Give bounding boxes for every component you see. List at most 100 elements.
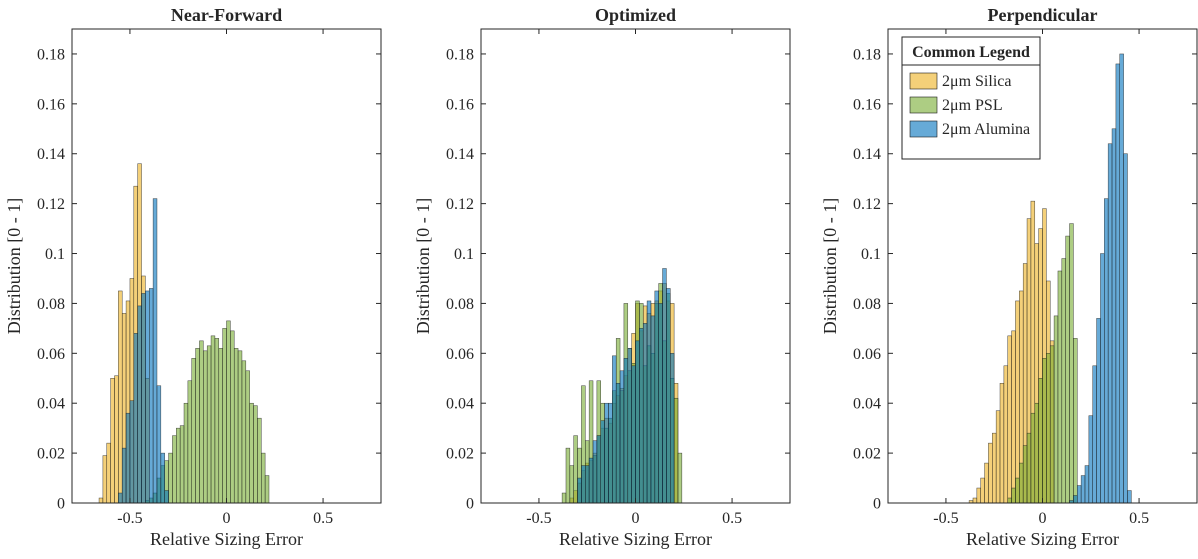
- y-tick-label: 0.02: [446, 446, 474, 463]
- bar: [654, 290, 659, 504]
- bar: [106, 442, 111, 504]
- x-tick-label: 0: [632, 510, 640, 527]
- series-2-m-alumina: [577, 268, 675, 504]
- bar: [1022, 445, 1028, 504]
- y-tick-label: 0.06: [446, 346, 474, 363]
- bar: [222, 328, 227, 504]
- chart-title: Optimized: [595, 5, 676, 25]
- bar: [110, 378, 115, 504]
- bar: [125, 412, 131, 504]
- y-tick-label: 0.14: [446, 146, 474, 163]
- bar: [999, 383, 1005, 504]
- bar: [241, 360, 247, 504]
- y-tick-label: 0.04: [37, 396, 65, 413]
- bar: [249, 402, 254, 504]
- bar: [145, 290, 150, 504]
- y-tick-label: 0.16: [853, 96, 881, 113]
- bar: [226, 320, 231, 504]
- bar: [1046, 353, 1051, 504]
- bar: [1003, 365, 1008, 504]
- series-2-m-alumina: [1069, 53, 1132, 504]
- bar: [1073, 495, 1078, 504]
- bar: [1011, 487, 1016, 504]
- y-tick-label: 0.12: [853, 196, 881, 213]
- bar: [1061, 258, 1066, 504]
- bar: [1042, 358, 1047, 504]
- bar: [561, 492, 567, 504]
- bar: [1092, 365, 1097, 504]
- series-2-m-psl: [145, 320, 270, 504]
- chart-near-forward: 0 0.02 0.04 0.06 0.08 0.1 0.12 0.14 0.16 0.18 -0.5…: [4, 5, 382, 549]
- bar: [156, 385, 162, 504]
- bar: [1019, 462, 1024, 504]
- bar: [588, 457, 594, 504]
- bar: [1038, 378, 1043, 504]
- bar: [1007, 497, 1012, 504]
- x-tick-label: 0: [223, 510, 231, 527]
- bar: [152, 198, 158, 504]
- y-tick-label: 0.1: [45, 246, 65, 263]
- bar: [257, 417, 262, 504]
- x-tick-label: 0.5: [722, 510, 742, 527]
- bar: [612, 355, 617, 504]
- y-tick-label: 0.08: [37, 296, 65, 313]
- legend-swatch: [909, 72, 938, 90]
- bar: [600, 420, 605, 504]
- bar: [650, 315, 656, 504]
- y-tick-label: 0.1: [454, 246, 474, 263]
- chart-title: Near-Forward: [171, 5, 282, 25]
- y-tick-label: 0: [873, 496, 881, 513]
- bar: [608, 402, 613, 504]
- bar: [972, 497, 978, 504]
- bar: [623, 358, 629, 504]
- bar: [1127, 490, 1132, 504]
- y-tick-label: 0.04: [853, 396, 881, 413]
- bar: [988, 442, 993, 504]
- bar: [1053, 315, 1059, 504]
- y-tick-label: 0.12: [37, 196, 65, 213]
- bar: [1077, 485, 1082, 504]
- y-tick-label: 0.18: [446, 46, 474, 63]
- bar: [261, 452, 266, 504]
- bar: [183, 402, 189, 504]
- bar: [1104, 198, 1109, 504]
- bar: [195, 348, 200, 504]
- y-tick-label: 0.06: [37, 346, 65, 363]
- bar: [635, 340, 640, 504]
- legend-swatch: [909, 120, 938, 138]
- bar: [1015, 300, 1020, 504]
- bar: [118, 492, 123, 504]
- bar: [210, 335, 216, 504]
- x-tick-label: -0.5: [117, 510, 142, 527]
- bar: [573, 435, 578, 504]
- bar: [233, 348, 239, 504]
- bar: [1080, 475, 1086, 504]
- bar: [133, 333, 138, 504]
- bar: [102, 455, 108, 504]
- bars: [561, 268, 683, 504]
- bar: [1065, 235, 1070, 504]
- bar: [1119, 53, 1124, 504]
- bar: [666, 288, 671, 504]
- bar: [137, 305, 142, 504]
- y-tick-label: 0.04: [446, 396, 474, 413]
- x-tick-label: 0.5: [313, 510, 333, 527]
- chart-optimized: 0 0.02 0.04 0.06 0.08 0.1 0.12 0.14 0.16 0.18 -0.5…: [413, 5, 791, 549]
- y-tick-label: 0.06: [853, 346, 881, 363]
- bar: [237, 350, 243, 504]
- bars: [98, 163, 270, 504]
- bar: [1107, 143, 1113, 504]
- bar: [662, 268, 667, 504]
- legend-swatch: [909, 96, 938, 114]
- series-2-m-alumina: [118, 198, 169, 504]
- bar: [1034, 402, 1039, 504]
- y-tick-label: 0.02: [853, 446, 881, 463]
- y-tick-label: 0.18: [37, 46, 65, 63]
- y-tick-label: 0.16: [37, 96, 65, 113]
- bar: [129, 400, 135, 504]
- bar: [980, 477, 985, 504]
- bar: [164, 490, 169, 504]
- bar: [565, 447, 571, 504]
- y-tick-label: 0.08: [853, 296, 881, 313]
